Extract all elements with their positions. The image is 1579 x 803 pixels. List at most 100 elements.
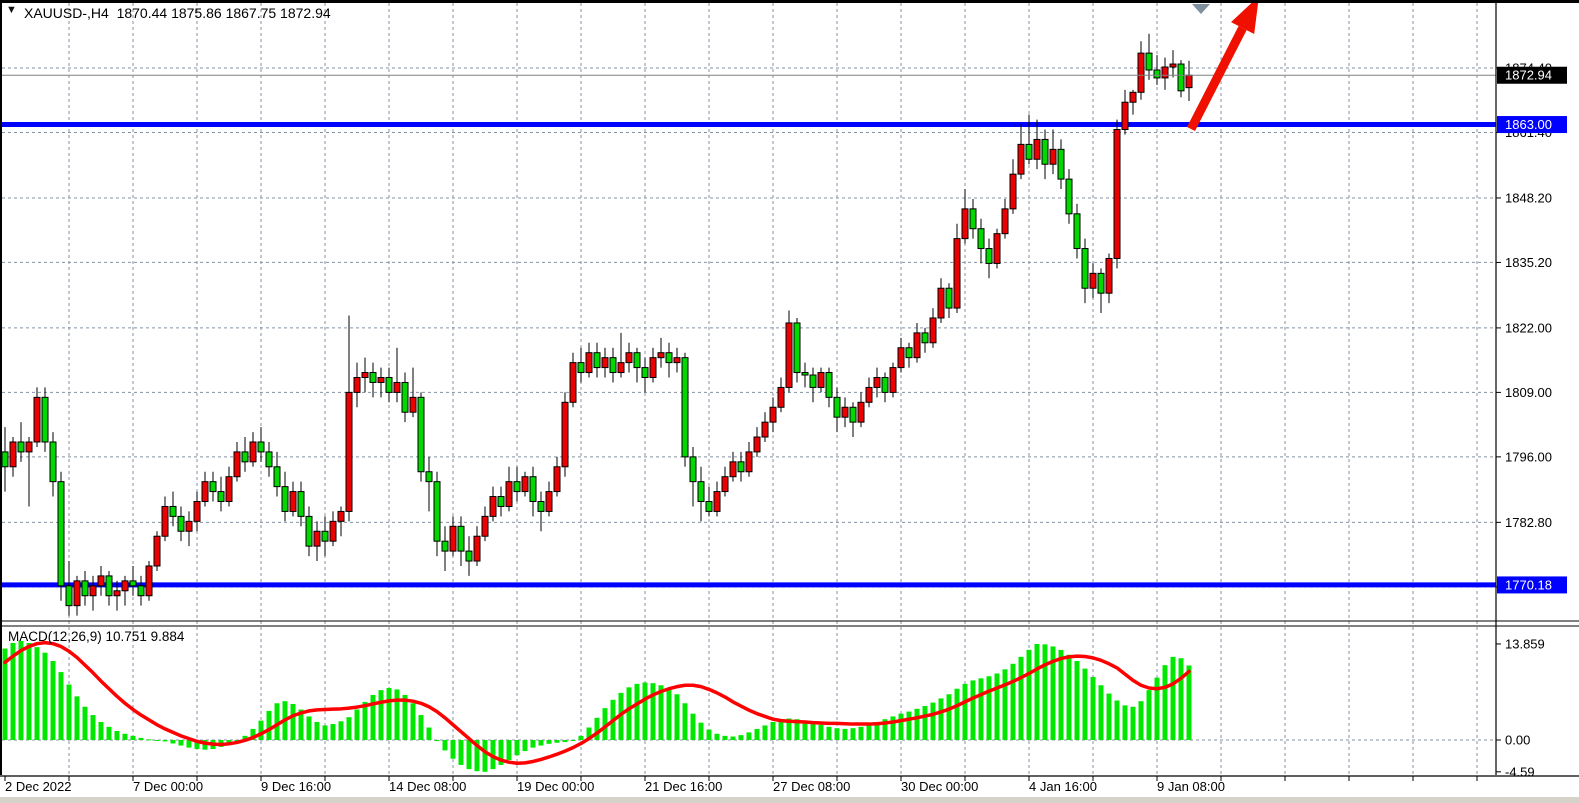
current-price-tag-text: 1872.94 <box>1505 68 1552 83</box>
candle-body <box>713 491 721 512</box>
symbol-dropdown-icon[interactable]: ▼ <box>6 4 17 16</box>
candle-body <box>689 456 697 483</box>
candle-body <box>385 377 393 393</box>
macd-bar <box>114 730 120 740</box>
macd-bar <box>138 737 144 740</box>
candle-body <box>1129 91 1137 103</box>
candle-body <box>441 540 449 552</box>
macd-bar <box>122 733 128 740</box>
macd-bar <box>298 709 304 740</box>
candle-body <box>609 357 617 374</box>
candle-body <box>1025 143 1033 160</box>
candle-body <box>1 451 9 468</box>
macd-bar <box>650 683 656 740</box>
candle-body <box>561 401 569 468</box>
trend-arrow-head <box>1231 0 1259 34</box>
candle-body <box>1097 272 1105 294</box>
candle-body <box>929 317 937 344</box>
candle-body <box>1145 52 1153 71</box>
candle-body <box>785 322 793 388</box>
candle-body <box>793 322 801 374</box>
macd-bar <box>1122 705 1128 740</box>
candle-body <box>833 396 841 418</box>
candle-body <box>817 372 825 388</box>
candle-body <box>545 491 553 512</box>
macd-bar <box>794 719 800 740</box>
candle-body <box>49 441 57 483</box>
macd-bar <box>250 728 256 740</box>
price-axis[interactable]: 1874.401861.401848.201835.201822.001809.… <box>1496 61 1552 780</box>
candle-body <box>409 396 417 413</box>
candle-body <box>617 362 625 374</box>
macd-bar <box>586 727 592 740</box>
candle-body <box>1041 138 1049 165</box>
macd-bar <box>554 740 560 743</box>
macd-bar <box>682 703 688 740</box>
candle-body <box>505 481 513 507</box>
candle-body <box>601 357 609 369</box>
candle-body <box>153 535 161 567</box>
candle-body <box>889 367 897 393</box>
macd-bar <box>1002 669 1008 740</box>
level-price-tag[interactable]: 1770.18 <box>1497 576 1567 594</box>
candle-body <box>489 496 497 517</box>
candle-body <box>361 372 369 379</box>
macd-bar <box>850 728 856 740</box>
candle-body <box>777 386 785 408</box>
trend-arrow-shaft <box>1186 26 1247 132</box>
candle-body <box>369 372 377 383</box>
macd-bar <box>338 721 344 740</box>
candle-body <box>161 505 169 537</box>
candle-body <box>1121 101 1129 131</box>
macd-scale-label: 0.00 <box>1505 733 1530 748</box>
candle-body <box>705 501 713 512</box>
candle-body <box>753 436 761 453</box>
candle-body <box>281 486 289 512</box>
macd-bar <box>26 642 32 740</box>
macd-bar <box>50 660 56 740</box>
candle-body <box>457 525 465 552</box>
candle-body <box>1185 74 1193 89</box>
macd-bar <box>666 688 672 740</box>
macd-bar <box>106 726 112 740</box>
candle-body <box>201 481 209 503</box>
candle-body <box>321 530 329 542</box>
candle-body <box>977 228 985 250</box>
macd-bar <box>570 740 576 741</box>
macd-bar <box>874 721 880 740</box>
candle-body <box>297 491 305 517</box>
macd-bar <box>330 724 336 740</box>
macd-bar <box>1082 668 1088 740</box>
candle-body <box>145 565 153 597</box>
candle-body <box>137 585 145 597</box>
candle-body <box>625 352 633 364</box>
macd-bar <box>1042 644 1048 740</box>
trend-arrow[interactable] <box>1186 0 1259 132</box>
candle-body <box>417 396 425 473</box>
candle-body <box>1057 148 1065 180</box>
macd-bar <box>546 740 552 744</box>
current-price-tag[interactable]: 1872.94 <box>1497 66 1567 84</box>
candle-body <box>1017 143 1025 175</box>
macd-bar <box>738 735 744 740</box>
macd-bar <box>770 721 776 740</box>
macd-bar <box>978 678 984 740</box>
candle-body <box>1169 63 1177 68</box>
macd-bar <box>642 682 648 740</box>
level-price-tag[interactable]: 1863.00 <box>1497 116 1567 134</box>
macd-bar <box>930 702 936 740</box>
macd-bar <box>258 720 264 740</box>
macd-bar <box>58 672 64 740</box>
candle-body <box>41 396 49 443</box>
macd-bar <box>194 740 200 750</box>
macd-bar <box>2 648 8 740</box>
candle-body <box>113 590 121 597</box>
candle-body <box>761 421 769 438</box>
candle-body <box>529 476 537 503</box>
macd-bar <box>826 726 832 740</box>
macd-bar <box>354 709 360 740</box>
level-price-tag-text: 1770.18 <box>1505 577 1552 592</box>
time-axis[interactable]: 2 Dec 2022 7 Dec 00:00 9 Dec 16:00 14 Dec 0… <box>4 776 1478 794</box>
